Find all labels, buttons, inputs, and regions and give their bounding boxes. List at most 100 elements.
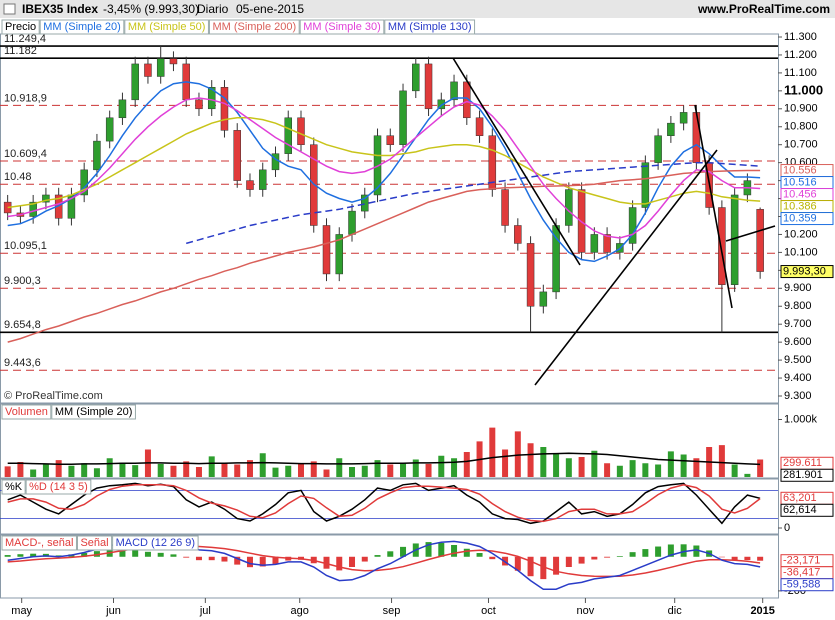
level-label: 10.918,9 bbox=[4, 92, 47, 104]
series-line bbox=[7, 169, 761, 343]
bar bbox=[183, 461, 190, 477]
bar bbox=[629, 460, 636, 477]
candle-body bbox=[348, 210, 356, 235]
last-value-label: 10.386 bbox=[783, 200, 817, 212]
bar bbox=[553, 453, 560, 477]
legend-label: MACD (12 26 9) bbox=[116, 537, 195, 549]
bar bbox=[17, 554, 24, 557]
bar bbox=[30, 469, 37, 477]
y-tick-label: 1.000k bbox=[784, 413, 818, 425]
bar bbox=[259, 556, 266, 567]
y-tick-label: 10.700 bbox=[784, 139, 818, 151]
bar bbox=[221, 556, 228, 562]
bar bbox=[246, 460, 253, 477]
bar bbox=[553, 556, 560, 575]
bar bbox=[336, 556, 343, 571]
y-tick-label: 9.600 bbox=[784, 336, 812, 348]
bar bbox=[387, 551, 394, 557]
candle-body bbox=[590, 234, 599, 253]
bar bbox=[565, 556, 572, 567]
bar bbox=[81, 463, 88, 477]
candle-body bbox=[692, 112, 701, 163]
bar bbox=[578, 556, 585, 564]
header-bar bbox=[0, 0, 835, 18]
bar bbox=[438, 542, 445, 557]
y-tick-label: 10.900 bbox=[784, 103, 818, 115]
bar bbox=[514, 431, 521, 477]
candle-body bbox=[42, 194, 50, 203]
candle-body bbox=[131, 63, 139, 101]
y-tick-label: 9.500 bbox=[784, 354, 812, 366]
bar bbox=[731, 556, 738, 561]
legend-box bbox=[1, 19, 40, 35]
site: www.ProRealTime.com bbox=[697, 2, 830, 16]
legend-label: %D (14 3 5) bbox=[29, 481, 88, 493]
y-tick-label: 11.100 bbox=[784, 67, 817, 79]
period: Diario bbox=[197, 2, 229, 16]
bar bbox=[502, 449, 509, 477]
y-tick-label: 11.300 bbox=[784, 31, 817, 43]
panel-frame bbox=[0, 403, 779, 479]
bar bbox=[604, 463, 611, 477]
x-tick-label: jun bbox=[105, 605, 121, 617]
bar bbox=[616, 465, 623, 477]
bar bbox=[81, 553, 88, 557]
bar bbox=[106, 458, 113, 477]
y-tick-label: 10.200 bbox=[784, 228, 818, 240]
last-value-box bbox=[780, 212, 834, 226]
y-tick-label: 9.800 bbox=[784, 300, 812, 312]
bar bbox=[578, 457, 585, 477]
legend-label: Señal bbox=[80, 537, 108, 549]
bar bbox=[195, 467, 202, 477]
bar bbox=[451, 458, 458, 477]
bar bbox=[604, 556, 611, 558]
level-label: 10.609,4 bbox=[4, 148, 47, 160]
bar bbox=[540, 556, 547, 580]
candle-body bbox=[258, 169, 267, 190]
bar bbox=[744, 556, 751, 561]
candle-body bbox=[322, 225, 331, 275]
bar bbox=[642, 463, 649, 477]
candle-body bbox=[144, 63, 152, 77]
last-value-box bbox=[780, 503, 834, 517]
y-tick-label: 10.100 bbox=[784, 246, 818, 258]
panel-frame bbox=[0, 478, 779, 535]
last-value-label: 62,614 bbox=[783, 504, 817, 516]
bar bbox=[157, 552, 164, 557]
candle-body bbox=[654, 135, 662, 163]
bar bbox=[310, 461, 317, 477]
bar bbox=[55, 460, 62, 477]
bar bbox=[642, 549, 649, 557]
last-value-label: -23,171 bbox=[783, 555, 820, 567]
legend-box bbox=[1, 479, 26, 495]
bar bbox=[119, 549, 126, 557]
bar bbox=[234, 464, 241, 477]
bar bbox=[170, 465, 177, 477]
candle-body bbox=[539, 291, 548, 307]
bar bbox=[514, 556, 521, 571]
bar bbox=[565, 458, 572, 477]
bar bbox=[259, 453, 266, 477]
bar bbox=[234, 556, 241, 565]
candle-body bbox=[628, 207, 637, 244]
bar bbox=[93, 468, 100, 477]
candle-body bbox=[335, 234, 344, 275]
bar bbox=[425, 463, 432, 477]
bar bbox=[629, 552, 636, 557]
trend-line bbox=[452, 57, 581, 266]
y-tick-label: 10.800 bbox=[784, 121, 818, 133]
candle-body bbox=[475, 117, 484, 136]
legend-label: MM (Simple 50) bbox=[128, 21, 206, 33]
last-value-label: -59,588 bbox=[783, 579, 820, 591]
y-tick-label: 9.400 bbox=[784, 372, 812, 384]
bar bbox=[183, 556, 190, 558]
candle-body bbox=[501, 189, 509, 226]
trend-lines bbox=[452, 57, 776, 386]
bar bbox=[540, 447, 547, 477]
bar bbox=[119, 462, 126, 477]
x-tick-label: dic bbox=[668, 605, 683, 617]
x-tick-label: ago bbox=[291, 605, 309, 617]
bar bbox=[246, 556, 253, 568]
bar bbox=[374, 555, 381, 557]
bar bbox=[757, 556, 764, 561]
